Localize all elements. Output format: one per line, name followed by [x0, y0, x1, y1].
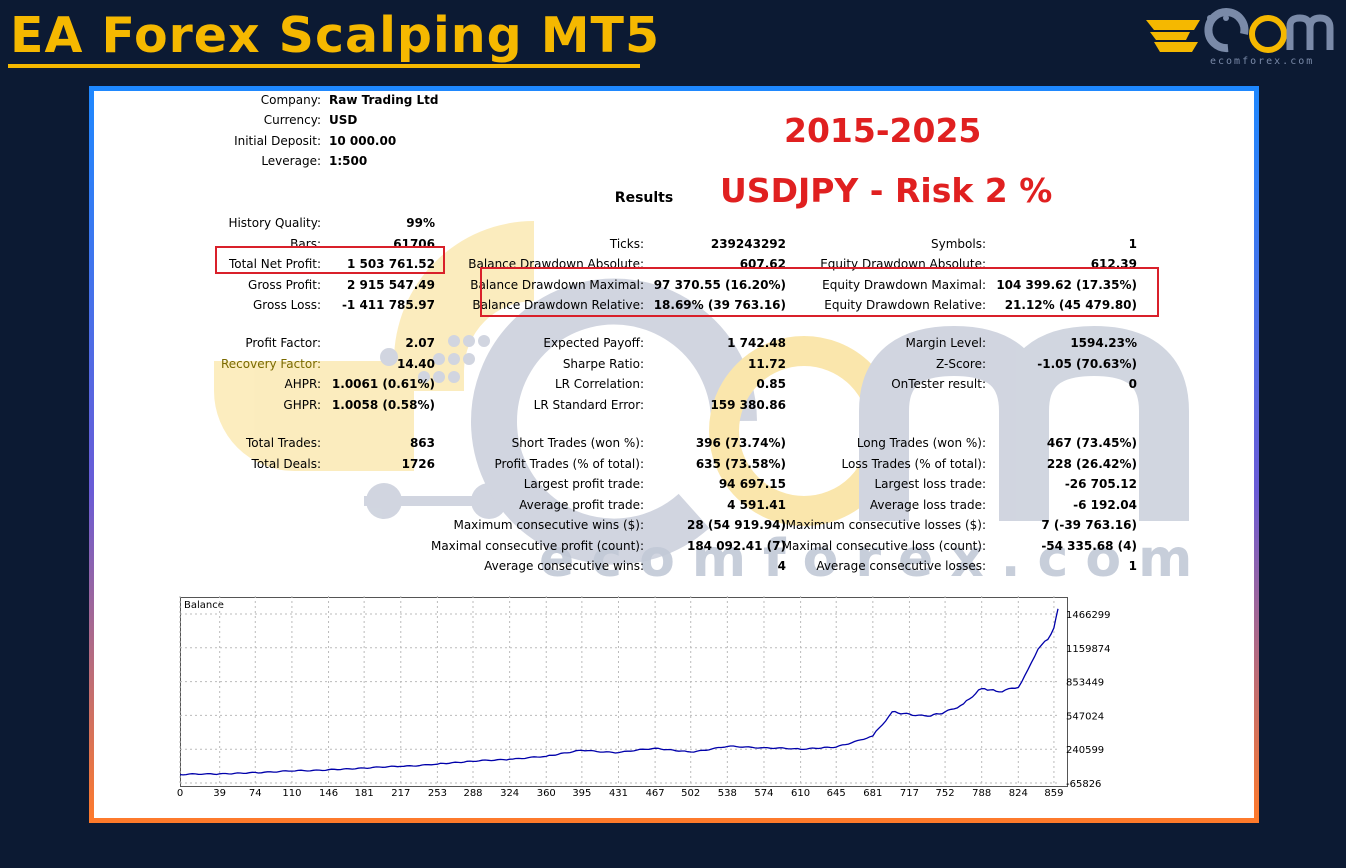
balance-series-line — [180, 609, 1058, 775]
x-tick-label: 610 — [791, 788, 810, 799]
logo-site-text: ecomforex.com — [1210, 56, 1314, 67]
x-tick-label: 824 — [1009, 788, 1028, 799]
x-tick-label: 146 — [319, 788, 338, 799]
x-tick-label: 717 — [900, 788, 919, 799]
x-tick-label: 788 — [972, 788, 991, 799]
x-tick-label: 324 — [500, 788, 519, 799]
x-tick-label: 574 — [754, 788, 773, 799]
y-tick-label: 547024 — [1066, 711, 1104, 722]
balance-chart-svg: 1466299 1159874 853449 547024 240599 -65826 0 3… — [94, 91, 1254, 818]
strategy-tester-report: ecomforex.com 2015-2025 USDJPY - Risk 2 … — [94, 91, 1254, 818]
x-tick-label: 39 — [213, 788, 226, 799]
x-tick-label: 360 — [537, 788, 556, 799]
x-tick-label: 645 — [827, 788, 846, 799]
x-tick-label: 502 — [681, 788, 700, 799]
x-tick-label: 752 — [936, 788, 955, 799]
y-tick-label: 1466299 — [1066, 610, 1111, 621]
y-tick-label: -65826 — [1066, 779, 1101, 790]
y-tick-label: 853449 — [1066, 678, 1104, 689]
x-tick-label: 431 — [609, 788, 628, 799]
page-title: EA Forex Scalping MT5 — [10, 6, 660, 66]
x-tick-label: 288 — [463, 788, 482, 799]
x-tick-label: 0 — [177, 788, 183, 799]
y-tick-label: 1159874 — [1066, 644, 1111, 655]
title-underline — [8, 64, 640, 68]
x-tick-label: 253 — [428, 788, 447, 799]
x-tick-label: 74 — [249, 788, 262, 799]
x-tick-label: 538 — [718, 788, 737, 799]
report-frame: ecomforex.com 2015-2025 USDJPY - Risk 2 … — [89, 86, 1259, 823]
x-tick-label: 859 — [1044, 788, 1063, 799]
x-tick-label: 681 — [863, 788, 882, 799]
x-tick-label: 467 — [646, 788, 665, 799]
y-tick-label: 240599 — [1066, 745, 1104, 756]
x-tick-label: 110 — [282, 788, 301, 799]
x-tick-label: 181 — [355, 788, 374, 799]
x-tick-label: 217 — [391, 788, 410, 799]
x-tick-label: 395 — [572, 788, 591, 799]
